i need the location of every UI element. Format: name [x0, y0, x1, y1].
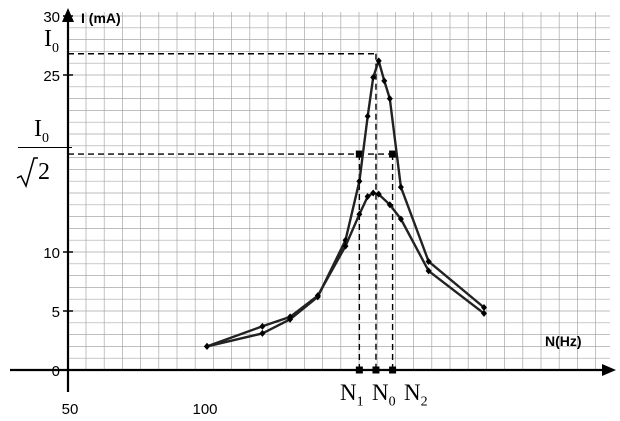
y-tick-label: 25	[43, 68, 60, 85]
series-1-point	[370, 73, 377, 81]
series-2-point	[425, 267, 432, 275]
series-2-point	[397, 215, 404, 223]
series-1-point	[259, 329, 266, 337]
series-2-point	[287, 313, 294, 321]
n0-main: N	[372, 380, 389, 405]
frac-num-main: I	[34, 116, 42, 142]
n2-intersection	[389, 150, 397, 158]
series-2-point	[375, 190, 382, 198]
n2-main: N	[404, 380, 421, 405]
y-axis-arrow	[62, 8, 74, 22]
i0-label-main: I	[44, 26, 52, 52]
grid	[68, 12, 610, 370]
y-tick-label: 10	[43, 245, 60, 262]
series-2-point	[204, 342, 210, 350]
x-axis-arrow	[602, 364, 616, 376]
series-2-point	[386, 201, 393, 209]
series-2-point	[342, 242, 349, 250]
series-1-point	[386, 95, 393, 103]
n1-intersection	[355, 150, 363, 158]
n0-sub: 0	[388, 394, 396, 410]
i0-label: I0	[44, 27, 59, 56]
n2-sub: 2	[420, 394, 428, 410]
series-2-point	[481, 309, 487, 317]
series-1-point	[364, 112, 371, 120]
series-2-point	[259, 322, 266, 330]
series-1-point	[381, 77, 388, 85]
series-2-point	[364, 193, 371, 201]
n2-marker	[389, 366, 397, 374]
x-tick-label: 50	[62, 401, 79, 418]
tick-labels: 0 5 10 25 30 50 100	[43, 9, 217, 418]
series-1-line	[206, 59, 485, 348]
series-1-point	[375, 57, 382, 65]
frac-num-sub: 0	[42, 130, 49, 146]
n1-sub: 1	[356, 394, 364, 410]
series-1-point	[425, 257, 432, 265]
series-2-point	[370, 189, 377, 197]
y-tick-label: 5	[52, 304, 60, 321]
x-tick-label: 100	[192, 401, 217, 418]
y-tick-label: 0	[52, 363, 60, 380]
series-2-point	[356, 210, 363, 218]
i0-sqrt2-denominator: 2	[38, 160, 50, 184]
guide-lines	[68, 53, 397, 374]
frac-den-main: 2	[38, 159, 50, 185]
n1-marker	[355, 366, 363, 374]
series-1-point	[356, 177, 363, 185]
y-tick-label: 30	[43, 9, 60, 26]
fraction-bar	[18, 147, 72, 148]
x-axis-label: N(Hz)	[545, 333, 582, 349]
i0-label-sub: 0	[52, 40, 59, 56]
series-1-point	[397, 183, 404, 191]
n0-label: N0	[372, 381, 396, 410]
axes	[10, 8, 616, 392]
series-layer	[204, 57, 487, 350]
series-1-point	[481, 303, 487, 311]
y-axis-label: I (mA)	[81, 10, 121, 26]
n2-label: N2	[404, 381, 428, 410]
n1-label: N1	[340, 381, 364, 410]
series-2-point	[314, 292, 321, 300]
series-2-line	[206, 191, 485, 348]
n0-marker	[372, 366, 380, 374]
i0-sqrt2-numerator: I0	[34, 117, 49, 146]
sqrt-sign	[16, 157, 38, 188]
n1-main: N	[340, 380, 357, 405]
